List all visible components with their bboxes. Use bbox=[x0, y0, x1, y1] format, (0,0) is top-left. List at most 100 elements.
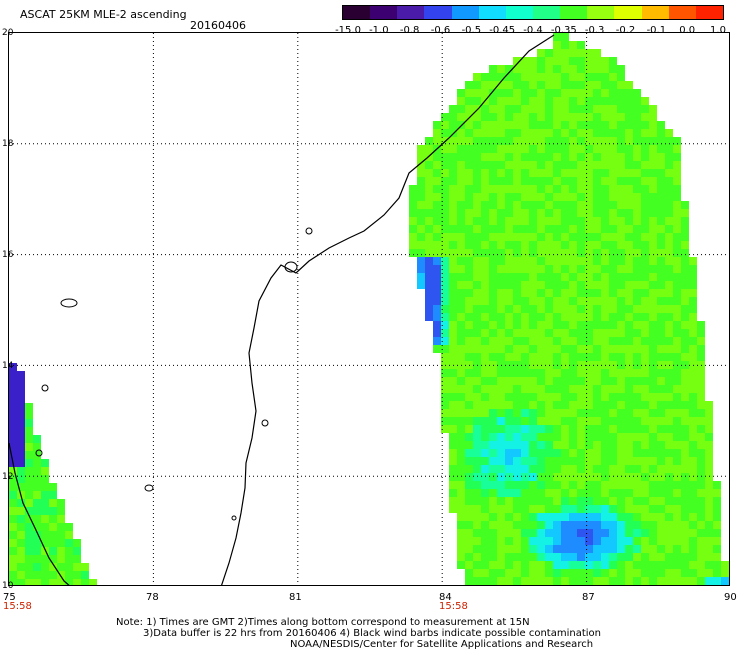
swath-cell bbox=[537, 113, 545, 121]
swath-cell bbox=[465, 249, 473, 257]
swath-cell bbox=[585, 393, 593, 401]
swath-cell bbox=[609, 177, 617, 185]
swath-cell bbox=[529, 553, 537, 561]
swath-cell bbox=[681, 281, 689, 289]
swath-cell bbox=[481, 505, 489, 513]
swath-cell bbox=[609, 393, 617, 401]
swath-cell bbox=[625, 233, 633, 241]
swath-cell bbox=[633, 569, 641, 577]
colorbar-label: -0.6 bbox=[430, 25, 451, 36]
swath-cell bbox=[577, 489, 585, 497]
swath-cell bbox=[441, 193, 449, 201]
swath-cell bbox=[513, 209, 521, 217]
swath-cell bbox=[585, 217, 593, 225]
swath-cell bbox=[457, 545, 465, 553]
swath-cell bbox=[649, 481, 657, 489]
swath-cell bbox=[473, 265, 481, 273]
swath-cell bbox=[65, 563, 73, 571]
swath-cell bbox=[473, 249, 481, 257]
swath-cell bbox=[473, 105, 481, 113]
swath-cell bbox=[641, 457, 649, 465]
swath-cell bbox=[641, 265, 649, 273]
swath-cell bbox=[449, 169, 457, 177]
west-coastline bbox=[9, 442, 70, 585]
swath-cell bbox=[441, 337, 449, 345]
swath-cell bbox=[617, 177, 625, 185]
swath-cell bbox=[17, 443, 25, 451]
swath-cell bbox=[721, 577, 729, 585]
swath-cell bbox=[497, 433, 505, 441]
swath-cell bbox=[649, 265, 657, 273]
swath-cell bbox=[673, 137, 681, 145]
swath-cell bbox=[537, 313, 545, 321]
swath-cell bbox=[665, 465, 673, 473]
swath-cell bbox=[521, 425, 529, 433]
swath-cell bbox=[601, 297, 609, 305]
swath-cell bbox=[473, 257, 481, 265]
swath-cell bbox=[577, 145, 585, 153]
swath-cell bbox=[649, 457, 657, 465]
swath-cell bbox=[545, 161, 553, 169]
swath-cell bbox=[657, 401, 665, 409]
swath-cell bbox=[601, 193, 609, 201]
swath-cell bbox=[617, 513, 625, 521]
swath-cell bbox=[585, 153, 593, 161]
swath-cell bbox=[33, 523, 41, 531]
swath-cell bbox=[609, 185, 617, 193]
swath-cell bbox=[569, 449, 577, 457]
swath-cell bbox=[33, 563, 41, 571]
swath-cell bbox=[505, 569, 513, 577]
swath-cell bbox=[457, 537, 465, 545]
swath-cell bbox=[465, 201, 473, 209]
swath-cell bbox=[521, 209, 529, 217]
lake-outline bbox=[231, 515, 237, 521]
swath-cell bbox=[433, 161, 441, 169]
swath-cell bbox=[665, 481, 673, 489]
swath-cell bbox=[545, 561, 553, 569]
swath-cell bbox=[569, 49, 577, 57]
swath-cell bbox=[593, 281, 601, 289]
swath-cell bbox=[481, 489, 489, 497]
swath-cell bbox=[617, 257, 625, 265]
swath-cell bbox=[481, 353, 489, 361]
swath-cell bbox=[497, 465, 505, 473]
swath-cell bbox=[417, 161, 425, 169]
swath-cell bbox=[569, 193, 577, 201]
swath-cell bbox=[673, 377, 681, 385]
swath-cell bbox=[513, 177, 521, 185]
swath-cell bbox=[593, 313, 601, 321]
swath-cell bbox=[521, 537, 529, 545]
swath-cell bbox=[465, 281, 473, 289]
swath-cell bbox=[609, 161, 617, 169]
swath-cell bbox=[681, 313, 689, 321]
swath-cell bbox=[689, 289, 697, 297]
swath-cell bbox=[593, 377, 601, 385]
swath-cell bbox=[537, 321, 545, 329]
swath-cell bbox=[665, 385, 673, 393]
lake-outline bbox=[60, 298, 78, 308]
swath-cell bbox=[625, 313, 633, 321]
swath-cell bbox=[441, 201, 449, 209]
swath-cell bbox=[609, 273, 617, 281]
swath-cell bbox=[681, 353, 689, 361]
swath-cell bbox=[665, 393, 673, 401]
swath-cell bbox=[25, 515, 33, 523]
swath-cell bbox=[497, 161, 505, 169]
swath-cell bbox=[705, 425, 713, 433]
swath-cell bbox=[609, 441, 617, 449]
swath-cell bbox=[513, 121, 521, 129]
swath-cell bbox=[25, 523, 33, 531]
colorbar-swatch bbox=[695, 6, 723, 19]
swath-cell bbox=[417, 249, 425, 257]
swath-cell bbox=[617, 193, 625, 201]
swath-cell bbox=[465, 321, 473, 329]
swath-cell bbox=[553, 121, 561, 129]
swath-cell bbox=[569, 233, 577, 241]
swath-cell bbox=[601, 169, 609, 177]
swath-cell bbox=[593, 545, 601, 553]
swath-cell bbox=[497, 113, 505, 121]
swath-cell bbox=[521, 161, 529, 169]
swath-cell bbox=[489, 97, 497, 105]
swath-cell bbox=[641, 553, 649, 561]
swath-cell bbox=[537, 385, 545, 393]
